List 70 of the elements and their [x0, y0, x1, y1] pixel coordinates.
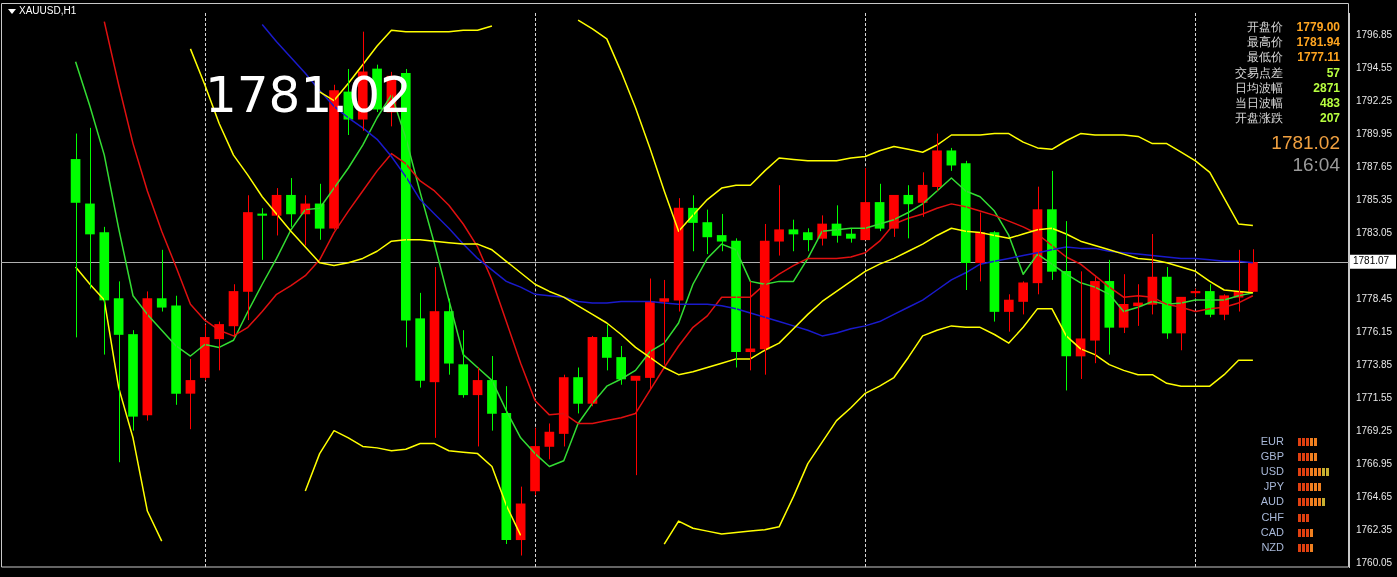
candlestick — [716, 213, 727, 252]
text: USD — [1260, 465, 1284, 478]
y-tick-label: 1789.95 — [1356, 128, 1393, 140]
annotation: 日均波幅 — [1235, 80, 1283, 95]
y-tick-label: 1785.35 — [1356, 194, 1393, 206]
candlestick — [774, 184, 784, 257]
candlestick — [659, 279, 670, 366]
y-tick-label: 1778.45 — [1356, 293, 1393, 305]
y-tick-label: 1776.15 — [1356, 326, 1393, 338]
text: 2871 — [1313, 80, 1340, 95]
candlestick — [257, 207, 268, 261]
text: EUR — [1260, 435, 1284, 447]
y-tick-label: 1760.05 — [1356, 557, 1393, 569]
candlestick — [702, 209, 713, 255]
y-tick-label: 1769.25 — [1356, 425, 1393, 437]
text: 1779.00 — [1296, 20, 1340, 34]
candlestick — [601, 323, 612, 371]
text: JPY — [1263, 480, 1284, 493]
y-tick-label: 1766.95 — [1356, 458, 1393, 470]
candlestick — [846, 227, 856, 244]
text: GBP — [1260, 450, 1284, 463]
candlestick — [1248, 248, 1258, 293]
candlestick — [415, 292, 425, 389]
candlestick — [1018, 280, 1028, 315]
annotation: 交易点差 — [1235, 65, 1283, 80]
annotation: 最高价 — [1247, 35, 1283, 50]
candlestick — [1003, 293, 1014, 333]
y-tick-label: 1787.65 — [1356, 161, 1393, 173]
y-tick-label: 1792.25 — [1356, 95, 1393, 107]
candlestick — [860, 167, 871, 241]
candlestick — [286, 177, 296, 228]
text: 1777.11 — [1297, 50, 1340, 65]
ref-line-label: 1781.07 — [1353, 255, 1390, 267]
y-tick-label: 1773.85 — [1356, 359, 1393, 371]
chart-title: XAUUSD,H1 — [19, 5, 77, 16]
candlestick — [444, 298, 454, 376]
candlestick — [558, 374, 569, 447]
y-tick-label: 1783.05 — [1356, 227, 1393, 239]
candlestick — [99, 226, 110, 356]
candlestick — [1090, 276, 1100, 364]
text: 1781.94 — [1296, 35, 1340, 50]
candlestick — [243, 194, 253, 321]
y-tick-label: 1794.55 — [1356, 62, 1393, 74]
y-tick-label: 1764.65 — [1356, 491, 1393, 503]
candlestick — [458, 329, 469, 399]
candlestick — [156, 249, 167, 313]
text: 483 — [1319, 96, 1340, 110]
text: 57 — [1326, 65, 1340, 80]
candlestick — [128, 329, 138, 432]
text: NZD — [1261, 540, 1284, 553]
text: 207 — [1319, 111, 1340, 126]
annotation: 开盘价 — [1247, 20, 1283, 34]
candlestick — [171, 295, 181, 406]
text: 16:04 — [1292, 154, 1340, 175]
candlestick — [85, 127, 95, 290]
text: CHF — [1261, 510, 1284, 523]
text: AUD — [1260, 495, 1284, 508]
annotation: 当日波幅 — [1235, 96, 1283, 110]
text: CAD — [1260, 525, 1284, 538]
annotation: 最低价 — [1247, 50, 1283, 65]
y-tick-label: 1796.85 — [1356, 29, 1393, 40]
text: 1781.02 — [1271, 132, 1340, 153]
y-tick-label: 1762.35 — [1356, 524, 1393, 536]
annotation: 开盘涨跌 — [1235, 111, 1283, 126]
candlestick — [903, 184, 914, 239]
candlestick — [802, 227, 813, 252]
candlestick — [975, 212, 985, 282]
candlestick — [932, 133, 942, 192]
candlestick — [573, 367, 583, 414]
y-tick-label: 1771.55 — [1356, 392, 1393, 404]
